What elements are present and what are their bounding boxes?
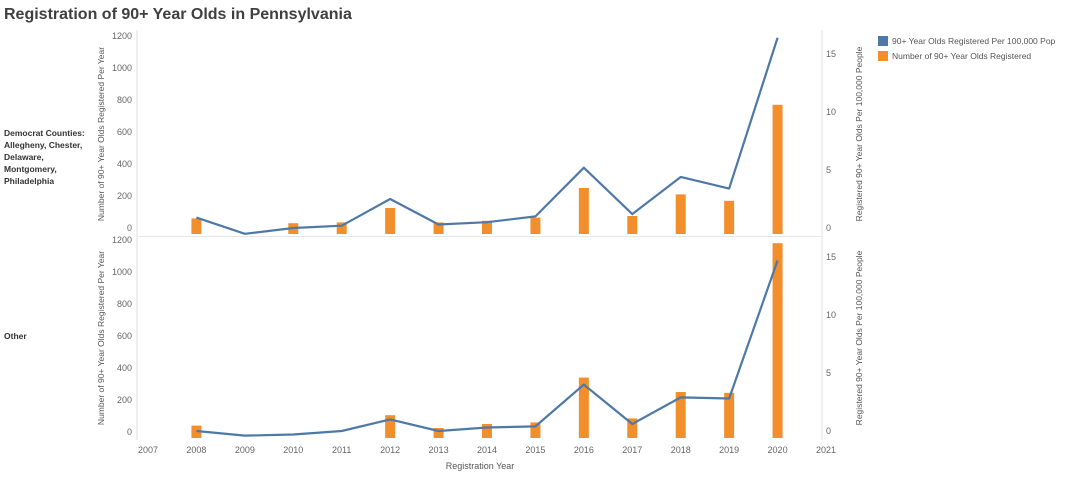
bar-p1-2014 (482, 424, 492, 438)
bar-p0-2019 (724, 200, 735, 234)
y-tick-right-p0-3: 15 (826, 49, 836, 59)
y-tick-left-p1-2: 400 (117, 363, 132, 373)
x-tick-2008: 2008 (186, 445, 206, 455)
bar-p1-2020 (772, 243, 783, 438)
y-tick-right-p0-0: 0 (826, 223, 831, 233)
x-tick-2018: 2018 (671, 445, 691, 455)
bar-p0-2014 (482, 220, 492, 234)
row-label-other: Other (4, 331, 27, 341)
x-tick-2017: 2017 (622, 445, 642, 455)
y-tick-right-p1-3: 15 (826, 252, 836, 262)
y-axis-label-left-p1: Number of 90+ Year Olds Registered Per Y… (96, 251, 106, 425)
bar-p1-2016 (578, 377, 589, 438)
y-tick-right-p0-2: 10 (826, 107, 836, 117)
y-tick-left-p0-4: 800 (117, 95, 132, 105)
legend-item-rate[interactable]: 90+ Year Olds Registered Per 100,000 Pop (878, 33, 1055, 48)
x-tick-2015: 2015 (525, 445, 545, 455)
bar-p1-2012 (385, 415, 396, 438)
bar-p1-2018 (675, 392, 686, 438)
y-tick-left-p0-2: 400 (117, 159, 132, 169)
y-axis-label-right-p1: Registered 90+ Year Olds Per 100,000 Peo… (854, 250, 864, 425)
bar-p0-2017 (627, 216, 638, 234)
bar-p0-2011 (336, 222, 347, 234)
legend-label-count: Number of 90+ Year Olds Registered (892, 50, 1032, 61)
y-tick-left-p1-6: 1200 (112, 235, 132, 245)
x-axis-label: Registration Year (446, 461, 515, 471)
x-tick-2007: 2007 (138, 445, 158, 455)
y-tick-left-p0-3: 600 (117, 127, 132, 137)
legend: 90+ Year Olds Registered Per 100,000 Pop… (878, 33, 1055, 63)
bar-p0-2008 (191, 218, 202, 234)
bar-p0-2013 (433, 222, 444, 234)
legend-swatch-count (878, 50, 888, 61)
x-tick-2009: 2009 (235, 445, 255, 455)
legend-swatch-rate (878, 35, 888, 46)
bar-p1-2013 (433, 428, 444, 438)
bar-p1-2019 (724, 392, 735, 438)
x-tick-2019: 2019 (719, 445, 739, 455)
x-tick-2014: 2014 (477, 445, 497, 455)
row-label-democrat-counties: Democrat Counties: Allegheny, Chester, D… (4, 128, 85, 186)
line-series-p0 (196, 37, 779, 235)
bar-p0-2018 (675, 194, 686, 234)
y-axis-label-right-p0: Registered 90+ Year Olds Per 100,000 Peo… (854, 46, 864, 221)
legend-label-rate: 90+ Year Olds Registered Per 100,000 Pop (892, 35, 1056, 46)
y-tick-right-p0-1: 5 (826, 165, 831, 175)
bar-p0-2020 (772, 104, 783, 234)
y-tick-left-p1-1: 200 (117, 395, 132, 405)
y-tick-left-p1-0: 0 (127, 427, 132, 437)
bar-p1-2017 (627, 418, 638, 438)
bar-p0-2015 (530, 217, 541, 234)
x-tick-2021: 2021 (816, 445, 836, 455)
y-tick-right-p1-2: 10 (826, 310, 836, 320)
y-tick-right-p1-0: 0 (826, 426, 831, 436)
line-series-p1 (196, 260, 779, 437)
x-tick-2011: 2011 (332, 445, 351, 455)
x-tick-2020: 2020 (768, 445, 788, 455)
y-tick-left-p0-1: 200 (117, 191, 132, 201)
y-tick-left-p0-6: 1200 (112, 31, 132, 41)
y-tick-right-p1-1: 5 (826, 368, 831, 378)
y-tick-left-p1-5: 1000 (112, 267, 132, 277)
y-tick-left-p0-5: 1000 (112, 63, 132, 73)
bar-p0-2016 (578, 188, 589, 234)
x-tick-2012: 2012 (380, 445, 400, 455)
x-tick-2016: 2016 (574, 445, 594, 455)
y-tick-left-p1-3: 600 (117, 331, 132, 341)
x-tick-2010: 2010 (283, 445, 303, 455)
legend-item-count[interactable]: Number of 90+ Year Olds Registered (878, 48, 1055, 63)
y-axis-label-left-p0: Number of 90+ Year Olds Registered Per Y… (96, 47, 106, 221)
y-tick-left-p1-4: 800 (117, 299, 132, 309)
bar-p1-2015 (530, 422, 541, 438)
x-tick-2013: 2013 (429, 445, 449, 455)
chart-title: Registration of 90+ Year Olds in Pennsyl… (4, 6, 352, 23)
y-tick-left-p0-0: 0 (127, 223, 132, 233)
bar-p0-2012 (385, 208, 396, 234)
